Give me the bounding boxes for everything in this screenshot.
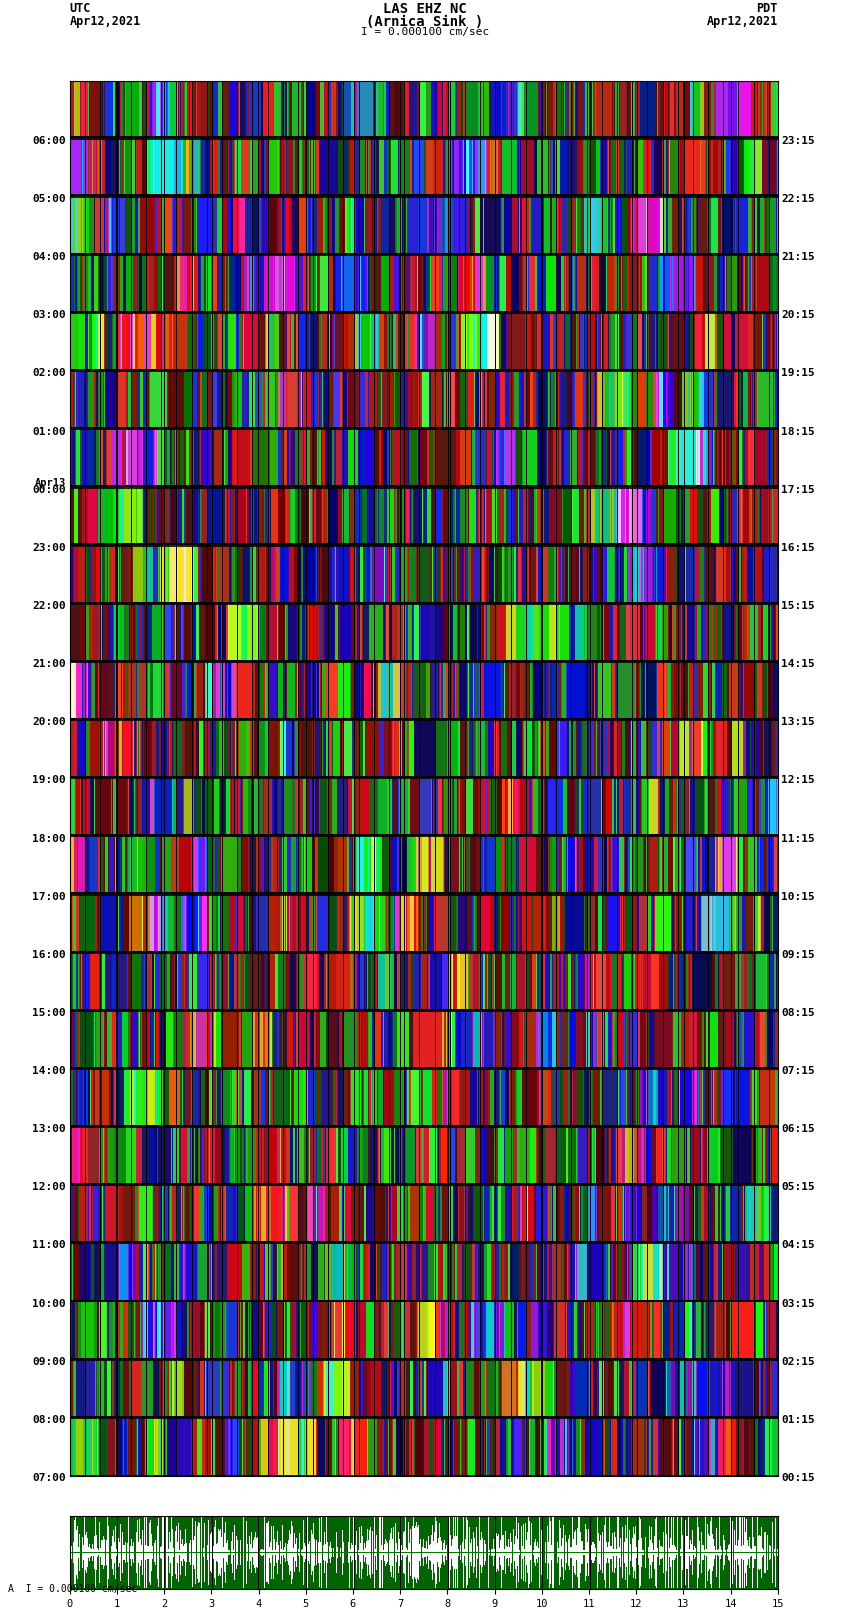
Text: PDT: PDT [756,2,778,15]
Text: 06:00: 06:00 [32,135,66,145]
Text: Apr12,2021: Apr12,2021 [706,15,778,27]
Text: 23:15: 23:15 [781,135,815,145]
Text: 08:15: 08:15 [781,1008,815,1018]
Text: 11:15: 11:15 [781,834,815,844]
Text: 01:00: 01:00 [32,426,66,437]
Text: 04:00: 04:00 [32,252,66,263]
Text: 18:00: 18:00 [32,834,66,844]
Text: 20:00: 20:00 [32,718,66,727]
Text: 13:15: 13:15 [781,718,815,727]
Text: 22:00: 22:00 [32,602,66,611]
Text: LAS EHZ NC: LAS EHZ NC [383,2,467,16]
Text: 22:15: 22:15 [781,194,815,203]
Text: 11:00: 11:00 [32,1240,66,1250]
Text: 19:15: 19:15 [781,368,815,379]
Text: 00:15: 00:15 [781,1473,815,1482]
Text: 16:15: 16:15 [781,544,815,553]
Text: 23:00: 23:00 [32,544,66,553]
Text: 03:15: 03:15 [781,1298,815,1308]
Text: 03:00: 03:00 [32,310,66,321]
Text: 00:00: 00:00 [32,484,66,495]
Text: 09:15: 09:15 [781,950,815,960]
Text: 18:15: 18:15 [781,426,815,437]
Text: 14:15: 14:15 [781,660,815,669]
Text: A  I = 0.000100 cm/sec: A I = 0.000100 cm/sec [8,1584,138,1594]
Text: 10:15: 10:15 [781,892,815,902]
Text: 08:00: 08:00 [32,1415,66,1424]
Text: 02:15: 02:15 [781,1357,815,1366]
Text: 09:00: 09:00 [32,1357,66,1366]
Text: 05:00: 05:00 [32,194,66,203]
Text: 01:15: 01:15 [781,1415,815,1424]
Text: 10:00: 10:00 [32,1298,66,1308]
Text: 05:15: 05:15 [781,1182,815,1192]
Text: UTC: UTC [70,2,91,15]
Text: 16:00: 16:00 [32,950,66,960]
Text: 12:00: 12:00 [32,1182,66,1192]
Text: 12:15: 12:15 [781,776,815,786]
Text: 17:15: 17:15 [781,484,815,495]
Text: 15:00: 15:00 [32,1008,66,1018]
Text: 04:15: 04:15 [781,1240,815,1250]
Text: Apr12,2021: Apr12,2021 [70,15,141,27]
Text: (Arnica Sink ): (Arnica Sink ) [366,15,484,29]
Text: I = 0.000100 cm/sec: I = 0.000100 cm/sec [361,27,489,37]
Text: 13:00: 13:00 [32,1124,66,1134]
Text: 15:15: 15:15 [781,602,815,611]
Text: 06:15: 06:15 [781,1124,815,1134]
Text: 02:00: 02:00 [32,368,66,379]
Text: 19:00: 19:00 [32,776,66,786]
Text: 21:15: 21:15 [781,252,815,263]
Text: 07:00: 07:00 [32,1473,66,1482]
Text: Apr13: Apr13 [35,477,66,487]
Text: 20:15: 20:15 [781,310,815,321]
Text: 17:00: 17:00 [32,892,66,902]
Text: 07:15: 07:15 [781,1066,815,1076]
Text: 21:00: 21:00 [32,660,66,669]
Text: 14:00: 14:00 [32,1066,66,1076]
